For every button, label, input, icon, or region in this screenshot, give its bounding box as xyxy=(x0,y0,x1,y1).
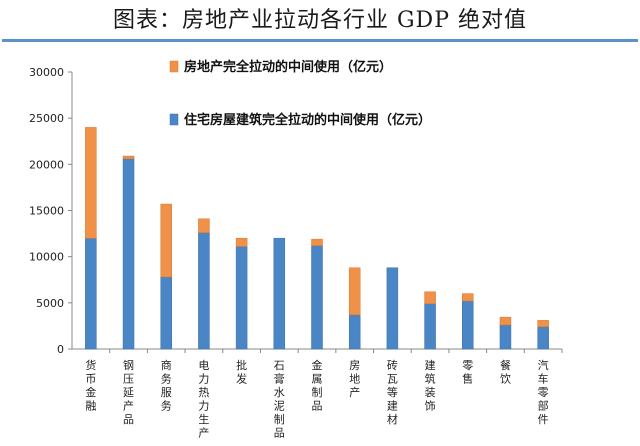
bar-residential xyxy=(198,232,210,350)
y-tick-label: 25000 xyxy=(29,112,64,125)
bar-realestate xyxy=(198,218,210,233)
legend-swatch xyxy=(169,60,179,73)
bar-residential xyxy=(160,276,172,350)
bar-residential xyxy=(348,314,361,350)
bar-realestate xyxy=(348,267,361,316)
bar-realestate xyxy=(311,238,323,246)
category-label: 餐饮 xyxy=(500,358,511,386)
title-divider xyxy=(2,39,638,42)
bar-residential xyxy=(85,237,97,350)
chart-title: 图表：房地产业拉动各行业 GDP 绝对值 xyxy=(112,8,527,33)
category-label: 商务服务 xyxy=(161,358,172,413)
category-label: 钢压延产品 xyxy=(123,359,134,426)
legend-label: 住宅房屋建筑完全拉动的中间使用（亿元） xyxy=(184,112,431,128)
category-label: 金属制品 xyxy=(312,358,323,413)
y-tick-label: 0 xyxy=(57,343,64,356)
bar-residential xyxy=(499,324,512,350)
bar-residential xyxy=(122,158,135,350)
bar-realestate xyxy=(85,127,97,239)
bar-realestate xyxy=(537,320,549,328)
category-label: 汽车零部件 xyxy=(538,358,549,426)
bar-residential xyxy=(424,303,436,350)
legend-label: 房地产完全拉动的中间使用（亿元） xyxy=(184,59,392,75)
bar-realestate xyxy=(122,155,135,160)
legend-swatch xyxy=(169,113,179,126)
category-label: 批发 xyxy=(236,358,247,386)
category-label: 货币金融 xyxy=(85,358,96,413)
y-tick-label: 5000 xyxy=(36,297,64,310)
bar-residential xyxy=(235,246,248,350)
y-tick-label: 20000 xyxy=(29,158,64,171)
category-label: 建筑装饰 xyxy=(425,358,436,413)
bar-realestate xyxy=(499,316,512,326)
y-tick-label: 30000 xyxy=(29,66,64,79)
bar-realestate xyxy=(424,291,436,305)
bar-realestate xyxy=(160,203,172,278)
category-label: 房地产 xyxy=(349,359,360,399)
bar-residential xyxy=(273,237,286,350)
bar-residential xyxy=(386,267,399,350)
y-tick-label: 15000 xyxy=(29,205,64,218)
category-label: 砖瓦等建材 xyxy=(387,358,398,426)
category-label: 电力热力生产 xyxy=(198,359,209,440)
bar-residential xyxy=(462,300,474,350)
category-label: 石膏水泥制品 xyxy=(274,359,285,440)
bar-residential xyxy=(537,326,549,350)
y-tick-label: 10000 xyxy=(29,251,64,264)
bar-residential xyxy=(311,245,323,350)
bar-realestate xyxy=(462,293,474,302)
category-label: 零售 xyxy=(462,359,473,386)
bar-realestate xyxy=(235,237,248,247)
